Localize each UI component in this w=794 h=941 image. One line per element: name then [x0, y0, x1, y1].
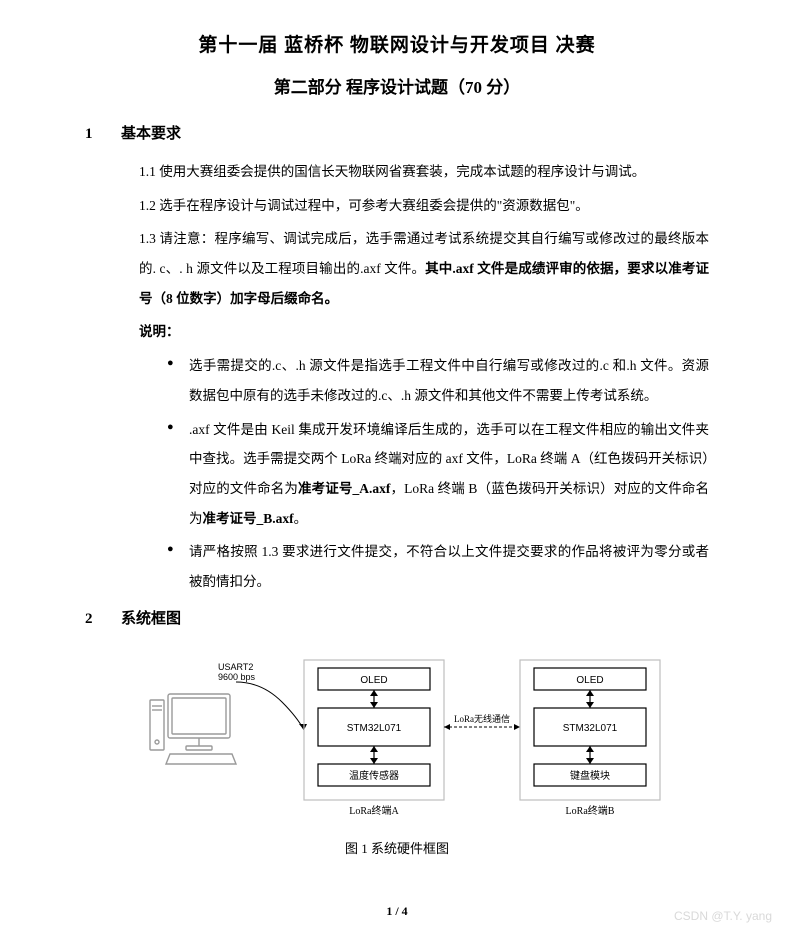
usart-label-2: 9600 bps — [218, 672, 256, 682]
a-mcu: STM32L071 — [347, 723, 402, 734]
item-num: 1.3 — [139, 224, 156, 254]
section-title: 基本要求 — [121, 126, 181, 142]
watermark: CSDN @T.Y. yang — [674, 909, 772, 923]
doc-title-sub: 第二部分 程序设计试题（70 分） — [85, 73, 709, 98]
bullet-3: 请严格按照 1.3 要求进行文件提交，不符合以上文件提交要求的作品将被评为零分或… — [167, 537, 709, 596]
pc-icon — [150, 694, 236, 764]
usart-label-1: USART2 — [218, 662, 253, 672]
a-sensor: 温度传感器 — [349, 769, 399, 782]
item-num: 1.1 — [139, 157, 156, 187]
section-1-heading: 1基本要求 — [85, 122, 709, 143]
section-title: 系统框图 — [121, 611, 181, 627]
bullet-1: 选手需提交的.c、.h 源文件是指选手工程文件中自行编写或修改过的.c 和.h … — [167, 351, 709, 410]
doc-title-main: 第十一届 蓝桥杯 物联网设计与开发项目 决赛 — [85, 30, 709, 57]
section-1-items: 1.1 使用大赛组委会提供的国信长天物联网省赛套装，完成本试题的程序设计与调试。… — [85, 157, 709, 597]
b-mcu: STM32L071 — [563, 723, 618, 734]
bullet-text-p5: 。 — [294, 511, 308, 526]
note-label: 说明： — [139, 317, 709, 347]
item-1-3: 1.3 请注意：程序编写、调试完成后，选手需通过考试系统提交其自行编写或修改过的… — [139, 224, 709, 313]
a-label: LoRa终端A — [349, 804, 399, 817]
bullet-2: .axf 文件是由 Keil 集成开发环境编译后生成的，选手可以在工程文件相应的… — [167, 415, 709, 534]
b-label: LoRa终端B — [566, 804, 615, 817]
section-num: 1 — [85, 126, 121, 143]
bullet-text-p4-bold: 准考证号_B.axf — [203, 511, 294, 526]
diagram-svg: USART2 9600 bps OLED STM32L071 温度传感器 LoR… — [132, 642, 662, 832]
b-keypad: 键盘模块 — [570, 769, 610, 782]
figure-caption: 图 1 系统硬件框图 — [85, 838, 709, 857]
item-num: 1.2 — [139, 191, 156, 221]
item-1-2: 1.2 选手在程序设计与调试过程中，可参考大赛组委会提供的"资源数据包"。 — [139, 191, 709, 221]
item-text: 选手在程序设计与调试过程中，可参考大赛组委会提供的"资源数据包"。 — [159, 198, 589, 213]
section-2-heading: 2系统框图 — [85, 607, 709, 628]
bullet-list: 选手需提交的.c、.h 源文件是指选手工程文件中自行编写或修改过的.c 和.h … — [139, 351, 709, 597]
bullet-text: 请严格按照 1.3 要求进行文件提交，不符合以上文件提交要求的作品将被评为零分或… — [189, 544, 709, 589]
b-oled: OLED — [576, 675, 603, 686]
system-diagram: USART2 9600 bps OLED STM32L071 温度传感器 LoR… — [85, 642, 709, 832]
link-label: LoRa无线通信 — [454, 713, 510, 724]
section-num: 2 — [85, 611, 121, 628]
bullet-text: 选手需提交的.c、.h 源文件是指选手工程文件中自行编写或修改过的.c 和.h … — [189, 358, 709, 403]
bullet-text-p2-bold: 准考证号_A.axf — [298, 481, 390, 496]
item-text: 使用大赛组委会提供的国信长天物联网省赛套装，完成本试题的程序设计与调试。 — [159, 164, 645, 179]
a-oled: OLED — [360, 675, 387, 686]
item-1-1: 1.1 使用大赛组委会提供的国信长天物联网省赛套装，完成本试题的程序设计与调试。 — [139, 157, 709, 187]
